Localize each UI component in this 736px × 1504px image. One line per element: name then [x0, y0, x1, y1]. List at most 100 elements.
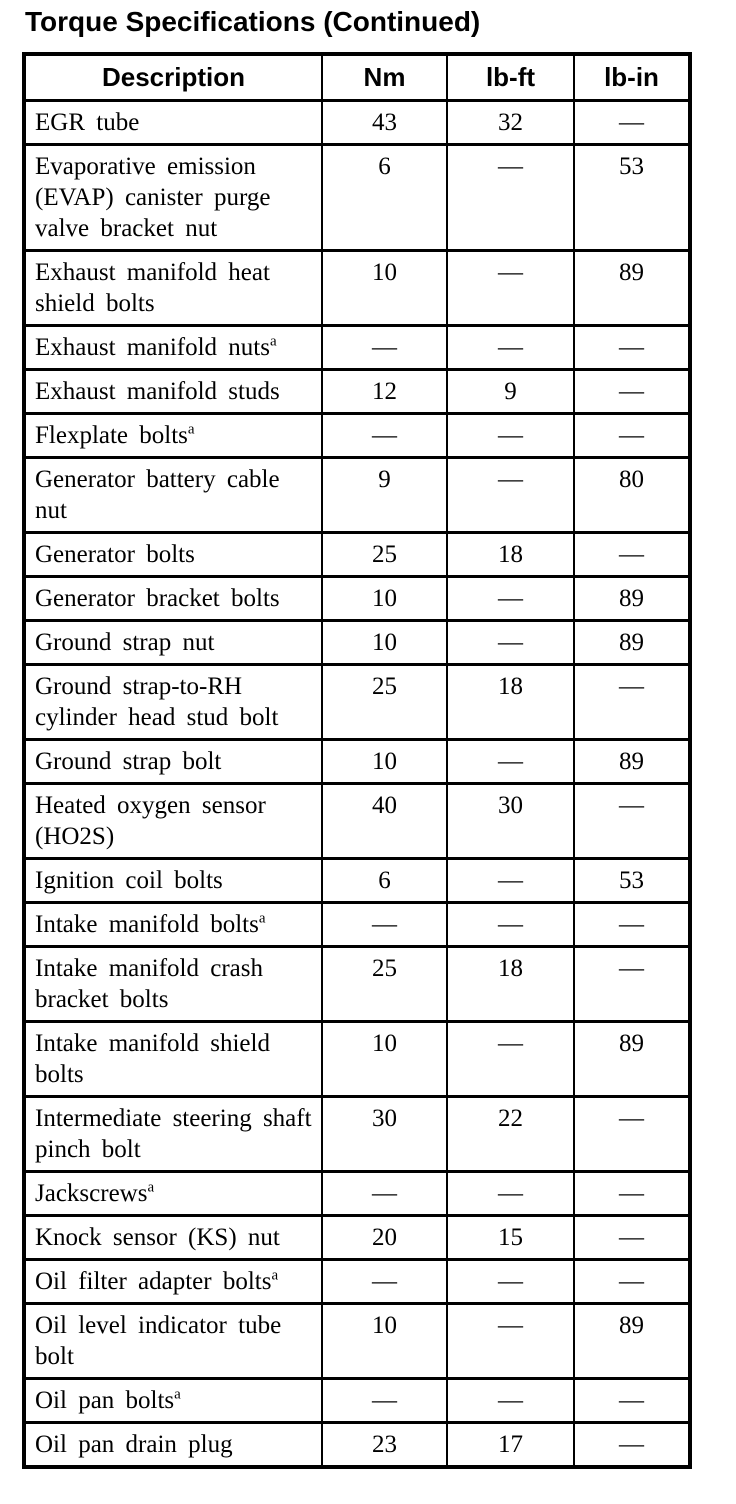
lb-ft-cell: 18	[446, 945, 575, 1023]
nm-cell: 30	[321, 1095, 448, 1173]
lb-in-cell: 89	[573, 738, 691, 785]
table-row: Intake manifold crash bracket bolts 25 18—	[23, 945, 691, 1023]
column-header-nm: Nm	[321, 52, 448, 102]
lb-in-cell: —	[573, 782, 691, 860]
lb-in-cell: —	[573, 663, 691, 741]
description-cell: Intake manifold shield bolts	[23, 1020, 323, 1098]
nm-cell: 10	[321, 249, 448, 327]
description-cell: EGR tube	[23, 99, 323, 146]
table-row: Intake manifold shield bolts 10—89	[23, 1020, 691, 1098]
description-cell: Generator battery cable nut	[23, 456, 323, 534]
nm-cell: 10	[321, 738, 448, 785]
lb-ft-cell: —	[446, 1377, 575, 1424]
lb-in-cell: 53	[573, 857, 691, 904]
table-row: Ground strap nut 10—89	[23, 619, 691, 666]
lb-in-cell: 89	[573, 1302, 691, 1380]
lb-ft-cell: —	[446, 143, 575, 252]
column-header-lb-ft: lb-ft	[446, 52, 575, 102]
table-row: Ground strap bolt 10—89	[23, 738, 691, 785]
lb-ft-cell: 32	[446, 99, 575, 146]
torque-spec-table: Description Nm lb-ft lb-in EGR tube 43 32—…	[22, 52, 692, 1469]
lb-in-cell: —	[573, 1377, 691, 1424]
lb-ft-cell: 15	[446, 1214, 575, 1261]
description-cell: Ground strap-to-RH cylinder head stud bo…	[23, 663, 323, 741]
lb-ft-cell: —	[446, 1170, 575, 1217]
page-title: Torque Specifications (Continued)	[25, 6, 481, 37]
table-row: Oil filter adapter boltsa — — —	[23, 1258, 691, 1305]
lb-ft-cell: —	[446, 575, 575, 622]
table-row: Oil pan drain plug 23 17—	[23, 1421, 691, 1469]
lb-in-cell: 80	[573, 456, 691, 534]
table-row: Generator bracket bolts 10—89	[23, 575, 691, 622]
lb-ft-cell: —	[446, 412, 575, 459]
nm-cell: —	[321, 901, 448, 948]
lb-ft-cell: —	[446, 738, 575, 785]
description-cell: Heated oxygen sensor (HO2S)	[23, 782, 323, 860]
description-cell: Ground strap bolt	[23, 738, 323, 785]
lb-in-cell: 89	[573, 575, 691, 622]
description-cell: Exhaust manifold heat shield bolts	[23, 249, 323, 327]
nm-cell: 43	[321, 99, 448, 146]
table-row: Exhaust manifold studs 12 9—	[23, 368, 691, 415]
table-row: Knock sensor (KS) nut 20 15—	[23, 1214, 691, 1261]
table-row: Intermediate steering shaft pinch bolt 30…	[23, 1095, 691, 1173]
description-cell: Oil pan boltsa	[23, 1377, 323, 1424]
lb-ft-cell: 9	[446, 368, 575, 415]
table-row: Ignition coil bolts 6—53	[23, 857, 691, 904]
description-cell: Oil level indicator tube bolt	[23, 1302, 323, 1380]
nm-cell: 10	[321, 619, 448, 666]
lb-ft-cell: 18	[446, 663, 575, 741]
table-row: Jackscrewsa — — —	[23, 1170, 691, 1217]
lb-in-cell: —	[573, 324, 691, 371]
lb-in-cell: —	[573, 1170, 691, 1217]
nm-cell: —	[321, 324, 448, 371]
lb-in-cell: —	[573, 1214, 691, 1261]
table-row: EGR tube 43 32—	[23, 99, 691, 146]
table-row: Oil level indicator tube bolt 10—89	[23, 1302, 691, 1380]
lb-in-cell: 89	[573, 1020, 691, 1098]
lb-in-cell: —	[573, 412, 691, 459]
column-header-description: Description	[23, 52, 323, 102]
nm-cell: 25	[321, 531, 448, 578]
table-row: Flexplate boltsa — — —	[23, 412, 691, 459]
description-cell: Oil filter adapter boltsa	[23, 1258, 323, 1305]
nm-cell: 12	[321, 368, 448, 415]
nm-cell: 6	[321, 857, 448, 904]
footnote-marker: a	[174, 1386, 181, 1403]
nm-cell: 23	[321, 1421, 448, 1469]
nm-cell: 10	[321, 1302, 448, 1380]
lb-ft-cell: —	[446, 1020, 575, 1098]
description-cell: Exhaust manifold studs	[23, 368, 323, 415]
table-row: Exhaust manifold heat shield bolts 10—89	[23, 249, 691, 327]
footnote-marker: a	[187, 421, 195, 438]
nm-cell: 10	[321, 575, 448, 622]
table-row: Intake manifold boltsa — — —	[23, 901, 691, 948]
table-row: Exhaust manifold nutsa — — —	[23, 324, 691, 371]
table-row: Ground strap-to-RH cylinder head stud bo…	[23, 663, 691, 741]
footnote-marker: a	[147, 1179, 155, 1196]
description-cell: Ignition coil bolts	[23, 857, 323, 904]
description-cell: Evaporative emission (EVAP) canister pur…	[23, 143, 323, 252]
lb-ft-cell: —	[446, 857, 575, 904]
table-row: Oil pan boltsa — — —	[23, 1377, 691, 1424]
lb-ft-cell: —	[446, 1302, 575, 1380]
description-cell: Knock sensor (KS) nut	[23, 1214, 323, 1261]
lb-in-cell: —	[573, 1421, 691, 1469]
lb-ft-cell: 22	[446, 1095, 575, 1173]
lb-ft-cell: 18	[446, 531, 575, 578]
table-row: Heated oxygen sensor (HO2S) 40 30—	[23, 782, 691, 860]
nm-cell: —	[321, 412, 448, 459]
table-row: Evaporative emission (EVAP) canister pur…	[23, 143, 691, 252]
nm-cell: 25	[321, 945, 448, 1023]
description-cell: Intake manifold crash bracket bolts	[23, 945, 323, 1023]
description-cell: Ground strap nut	[23, 619, 323, 666]
lb-ft-cell: —	[446, 456, 575, 534]
nm-cell: 10	[321, 1020, 448, 1098]
table-header-row: Description Nm lb-ft lb-in	[23, 52, 691, 102]
description-cell: Generator bracket bolts	[23, 575, 323, 622]
lb-in-cell: —	[573, 901, 691, 948]
nm-cell: 9	[321, 456, 448, 534]
table-row: Generator bolts 25 18—	[23, 531, 691, 578]
description-cell: Intake manifold boltsa	[23, 901, 323, 948]
lb-ft-cell: 17	[446, 1421, 575, 1469]
